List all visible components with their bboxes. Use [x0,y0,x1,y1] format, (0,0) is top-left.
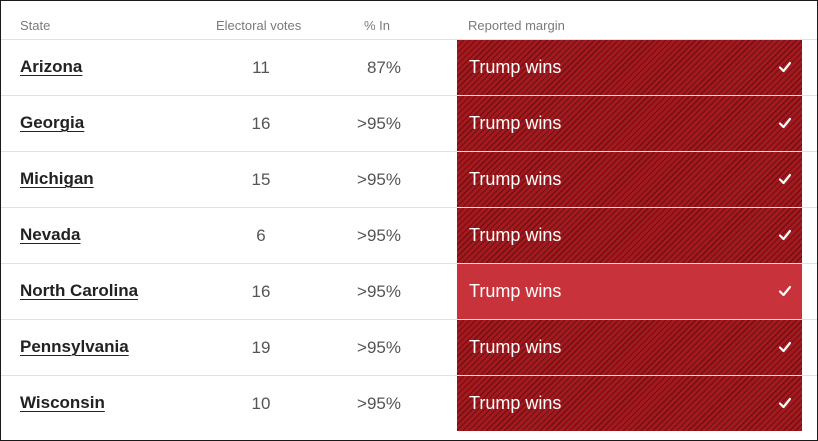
electoral-votes-value: 11 [252,58,270,77]
electoral-votes-value: 16 [251,282,271,301]
table-row: Wisconsin 10 >95% Trump wins [1,376,817,431]
state-link[interactable]: Michigan [20,169,94,188]
table-row: Arizona 11 87% Trump wins [1,40,817,96]
pct-in-value: 87% [366,58,401,77]
electoral-votes-value: 10 [251,394,271,413]
reported-margin-cell: Trump wins [457,40,802,95]
check-icon [778,173,792,185]
table-row: Georgia 16 >95% Trump wins [1,96,817,152]
pct-in-value: >95% [357,282,401,301]
electoral-votes-value: 16 [251,114,271,133]
electoral-votes-value: 19 [251,338,271,357]
state-link[interactable]: Georgia [20,113,85,132]
table-row: Pennsylvania 19 >95% Trump wins [1,320,817,376]
state-link[interactable]: Wisconsin [20,393,105,412]
check-icon [778,117,792,129]
electoral-votes-value: 15 [251,170,271,189]
state-link[interactable]: Arizona [20,57,83,76]
state-link[interactable]: Pennsylvania [20,337,129,356]
margin-label: Trump wins [469,393,562,413]
pct-in-value: >95% [357,394,401,413]
check-icon [778,285,792,297]
reported-margin-cell: Trump wins [457,376,802,431]
table-body: Arizona 11 87% Trump wins Georgia 16 >95… [1,40,817,431]
margin-label: Trump wins [469,281,562,301]
header-electoral-votes: Electoral votes [216,18,302,33]
pct-in-value: >95% [357,226,401,245]
reported-margin-cell: Trump wins [457,320,802,375]
table-row: Michigan 15 >95% Trump wins [1,152,817,208]
reported-margin-cell: Trump wins [457,264,802,319]
reported-margin-cell: Trump wins [457,208,802,263]
margin-label: Trump wins [469,113,562,133]
table-header: State Electoral votes % In Reported marg… [1,1,817,40]
margin-label: Trump wins [469,57,562,77]
header-pct-in: % In [364,18,391,33]
reported-margin-cell: Trump wins [457,96,802,151]
check-icon [778,341,792,353]
margin-label: Trump wins [469,225,562,245]
table-row: Nevada 6 >95% Trump wins [1,208,817,264]
header-reported-margin: Reported margin [468,18,565,33]
margin-label: Trump wins [469,337,562,357]
header-state: State [20,18,51,33]
state-link[interactable]: Nevada [20,225,81,244]
pct-in-value: >95% [357,170,401,189]
check-icon [778,61,792,73]
state-link[interactable]: North Carolina [20,281,139,300]
reported-margin-cell: Trump wins [457,152,802,207]
check-icon [778,229,792,241]
pct-in-value: >95% [357,114,401,133]
margin-label: Trump wins [469,169,562,189]
check-icon [778,397,792,409]
electoral-votes-value: 6 [256,226,266,245]
table-row: North Carolina 16 >95% Trump wins [1,264,817,320]
pct-in-value: >95% [357,338,401,357]
